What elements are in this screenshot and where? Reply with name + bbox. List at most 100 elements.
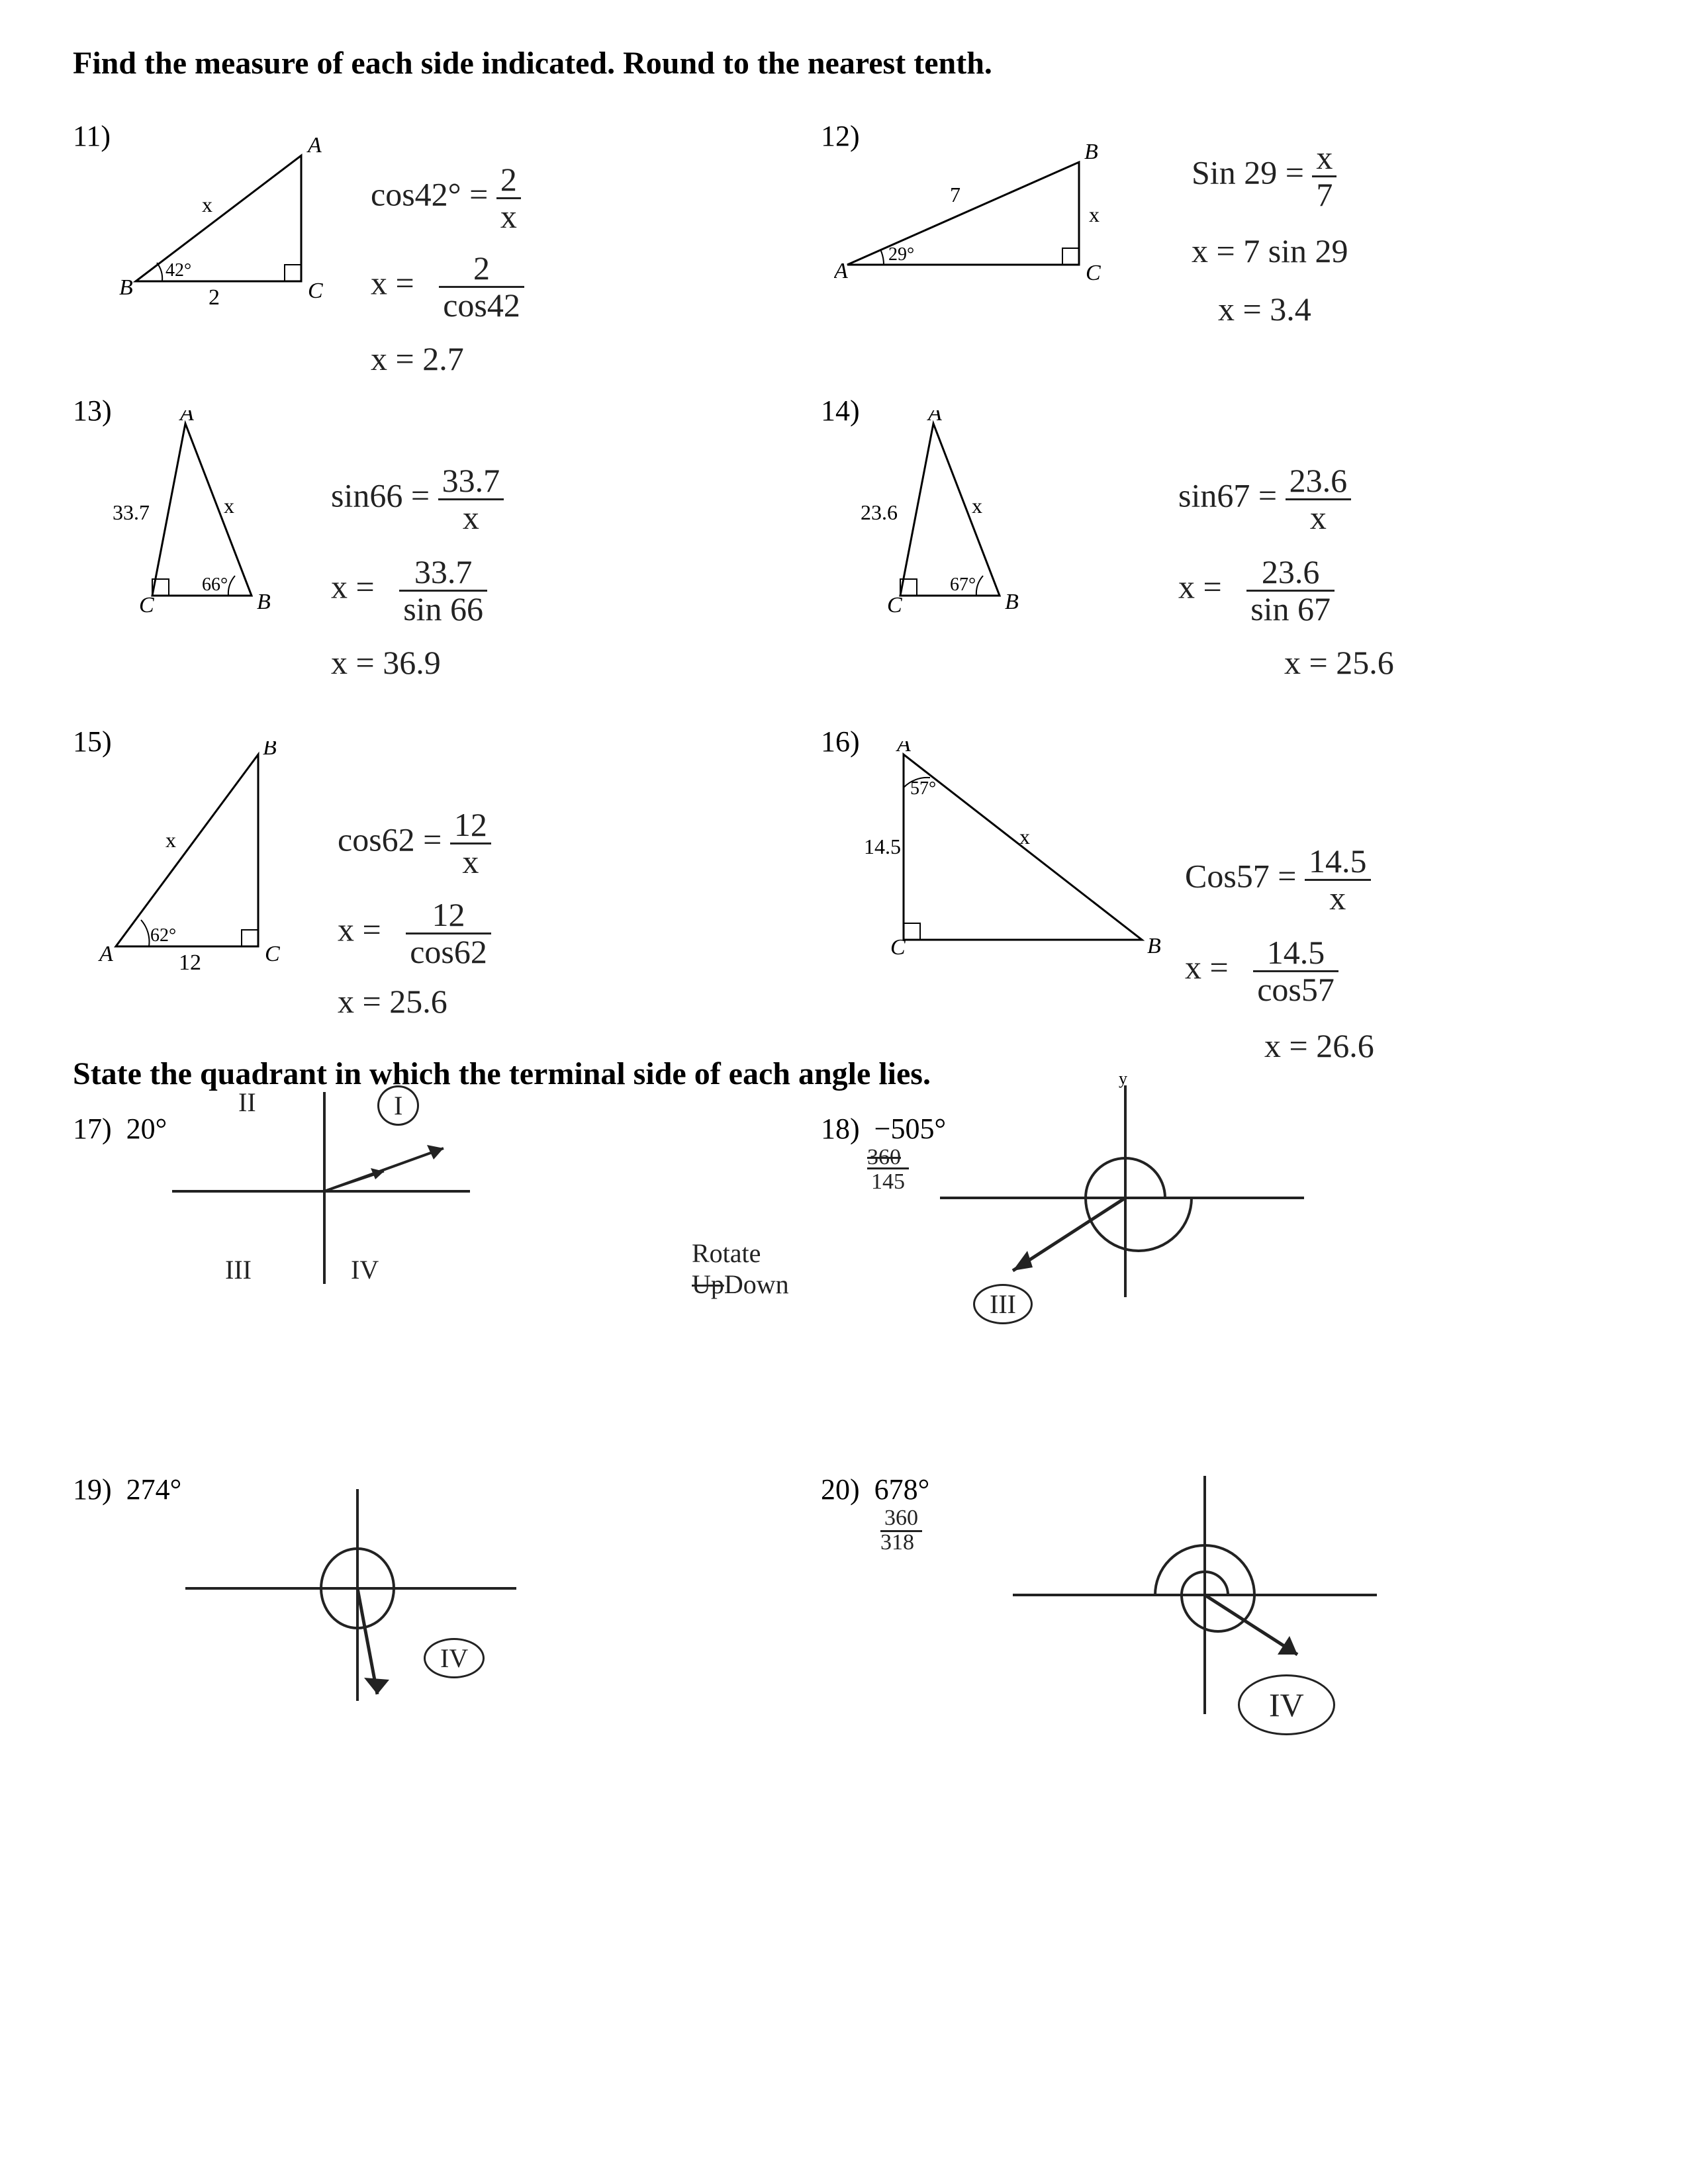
p16-l2top: 14.5 bbox=[1253, 935, 1338, 972]
p16-l2bot: cos57 bbox=[1253, 972, 1338, 1007]
p13-x: x bbox=[224, 494, 234, 518]
p19-diagram bbox=[172, 1476, 543, 1717]
p12-vC: C bbox=[1086, 261, 1101, 285]
p18-diagram: y bbox=[914, 1066, 1324, 1314]
p12-x: x bbox=[1089, 203, 1100, 226]
p16-l1a: Cos57 = bbox=[1185, 857, 1297, 894]
p20-calc-bot: 318 bbox=[880, 1530, 914, 1555]
p14-l1bot: x bbox=[1286, 500, 1352, 535]
p14-l3: x = 25.6 bbox=[1178, 643, 1394, 682]
p11-l1bot: x bbox=[496, 199, 521, 234]
p14-diagram: A B C 23.6 x 67° bbox=[861, 410, 1046, 625]
p15-l1a: cos62 = bbox=[338, 821, 442, 858]
p12-l2: x = 7 sin 29 bbox=[1192, 232, 1348, 270]
p12-l1top: x bbox=[1312, 140, 1336, 177]
p16-number: 16) bbox=[821, 725, 860, 758]
p13-l2bot: sin 66 bbox=[399, 592, 487, 627]
p15-vC: C bbox=[265, 942, 280, 966]
p13-vC: C bbox=[139, 593, 154, 617]
p15-vA: A bbox=[98, 942, 113, 966]
p13-vB: B bbox=[257, 590, 271, 614]
p12-vA: A bbox=[834, 259, 848, 283]
p20-answer-circle: IV bbox=[1238, 1674, 1335, 1735]
p17-answer-circle: I bbox=[377, 1085, 419, 1126]
p17-qIV: IV bbox=[351, 1254, 379, 1285]
p13-l1a: sin66 = bbox=[331, 477, 430, 514]
p15-l2a: x = bbox=[338, 911, 381, 948]
p12-angle: 29° bbox=[888, 244, 914, 265]
p14-number: 14) bbox=[821, 394, 860, 428]
p16-left: 14.5 bbox=[864, 835, 901, 858]
p18-note: Rotate UpDown bbox=[692, 1238, 789, 1300]
p13-diagram: A B C 33.7 x 66° bbox=[113, 410, 298, 625]
p15-l3: x = 25.6 bbox=[338, 982, 491, 1021]
p18-calc-top: 360 bbox=[867, 1145, 901, 1169]
p12-diagram: B A C 7 x 29° bbox=[834, 136, 1112, 291]
p15-x: x bbox=[165, 828, 176, 852]
p14-l2bot: sin 67 bbox=[1246, 592, 1335, 627]
p16-vC: C bbox=[890, 935, 906, 960]
p15-angle: 62° bbox=[150, 925, 176, 946]
p13-work: sin66 = 33.7 x x = 33.7 sin 66 x = 36.9 bbox=[331, 463, 504, 682]
p11-l1eq: = bbox=[469, 175, 488, 212]
p14-l1a: sin67 = bbox=[1178, 477, 1277, 514]
p15-vB: B bbox=[263, 741, 277, 760]
heading-1: Find the measure of each side indicated.… bbox=[73, 45, 992, 81]
p11-l2a: x = bbox=[371, 264, 414, 301]
p18-calc: 360 145 bbox=[867, 1145, 909, 1195]
p16-angle: 57° bbox=[910, 778, 936, 799]
p11-diagram: A B C x 2 42° bbox=[109, 129, 334, 318]
p14-l2top: 23.6 bbox=[1246, 555, 1335, 592]
p16-l3: x = 26.6 bbox=[1185, 1026, 1374, 1065]
p16-x: x bbox=[1019, 825, 1030, 848]
p11-l2bot: cos42 bbox=[439, 288, 524, 323]
p20-number: 20) 678° bbox=[821, 1473, 929, 1506]
p11-vB: B bbox=[119, 275, 133, 300]
p20-calc-top: 360 bbox=[880, 1506, 922, 1532]
p13-vA: A bbox=[179, 410, 194, 426]
p18-note2s: Up bbox=[692, 1269, 724, 1299]
p14-vB: B bbox=[1005, 590, 1019, 614]
p18-ylabel: y bbox=[1119, 1069, 1127, 1088]
p15-l2top: 12 bbox=[406, 897, 491, 934]
p17-diagram bbox=[152, 1079, 496, 1300]
p16-l1top: 14.5 bbox=[1305, 844, 1371, 881]
p14-work: sin67 = 23.6 x x = 23.6 sin 67 x = 25.6 bbox=[1178, 463, 1394, 682]
p11-x: x bbox=[202, 193, 212, 216]
p11-l1a: cos42° bbox=[371, 175, 461, 212]
p13-number: 13) bbox=[73, 394, 112, 428]
p19-number: 19) 274° bbox=[73, 1473, 181, 1506]
p13-left: 33.7 bbox=[113, 500, 150, 524]
p13-l3: x = 36.9 bbox=[331, 643, 504, 682]
p11-base: 2 bbox=[209, 285, 220, 310]
p14-vC: C bbox=[887, 593, 902, 617]
p11-number: 11) bbox=[73, 119, 111, 153]
p18-answer: III bbox=[973, 1284, 1033, 1324]
p20-diagram bbox=[993, 1456, 1403, 1737]
p14-x: x bbox=[972, 494, 982, 518]
p15-diagram: B A C x 12 62° bbox=[96, 741, 314, 976]
p19-answer-circle: IV bbox=[424, 1638, 485, 1678]
p15-base: 12 bbox=[179, 950, 201, 973]
p17-qII: II bbox=[238, 1087, 256, 1118]
p14-l1top: 23.6 bbox=[1286, 463, 1352, 500]
p16-l2a: x = bbox=[1185, 948, 1229, 985]
p19-answer: IV bbox=[424, 1638, 485, 1678]
p12-l1bot: 7 bbox=[1312, 177, 1336, 212]
p16-work: Cos57 = 14.5 x x = 14.5 cos57 x = 26.6 bbox=[1185, 844, 1374, 1065]
p18-note2: Down bbox=[724, 1269, 789, 1299]
p13-l1bot: x bbox=[438, 500, 504, 535]
p11-vC: C bbox=[308, 279, 323, 303]
p18-calc-bot: 145 bbox=[867, 1167, 909, 1194]
p14-vA: A bbox=[927, 410, 942, 426]
p12-hyp: 7 bbox=[950, 183, 961, 206]
p11-vA: A bbox=[306, 133, 322, 158]
p16-l1bot: x bbox=[1305, 881, 1371, 916]
p14-angle: 67° bbox=[950, 574, 976, 595]
p15-l1top: 12 bbox=[450, 807, 491, 844]
p14-l2a: x = bbox=[1178, 568, 1222, 605]
p18-num-text: 18) bbox=[821, 1113, 860, 1145]
p17-qIII: III bbox=[225, 1254, 252, 1285]
p12-l3: x = 3.4 bbox=[1192, 290, 1348, 328]
p11-angle: 42° bbox=[165, 260, 191, 281]
